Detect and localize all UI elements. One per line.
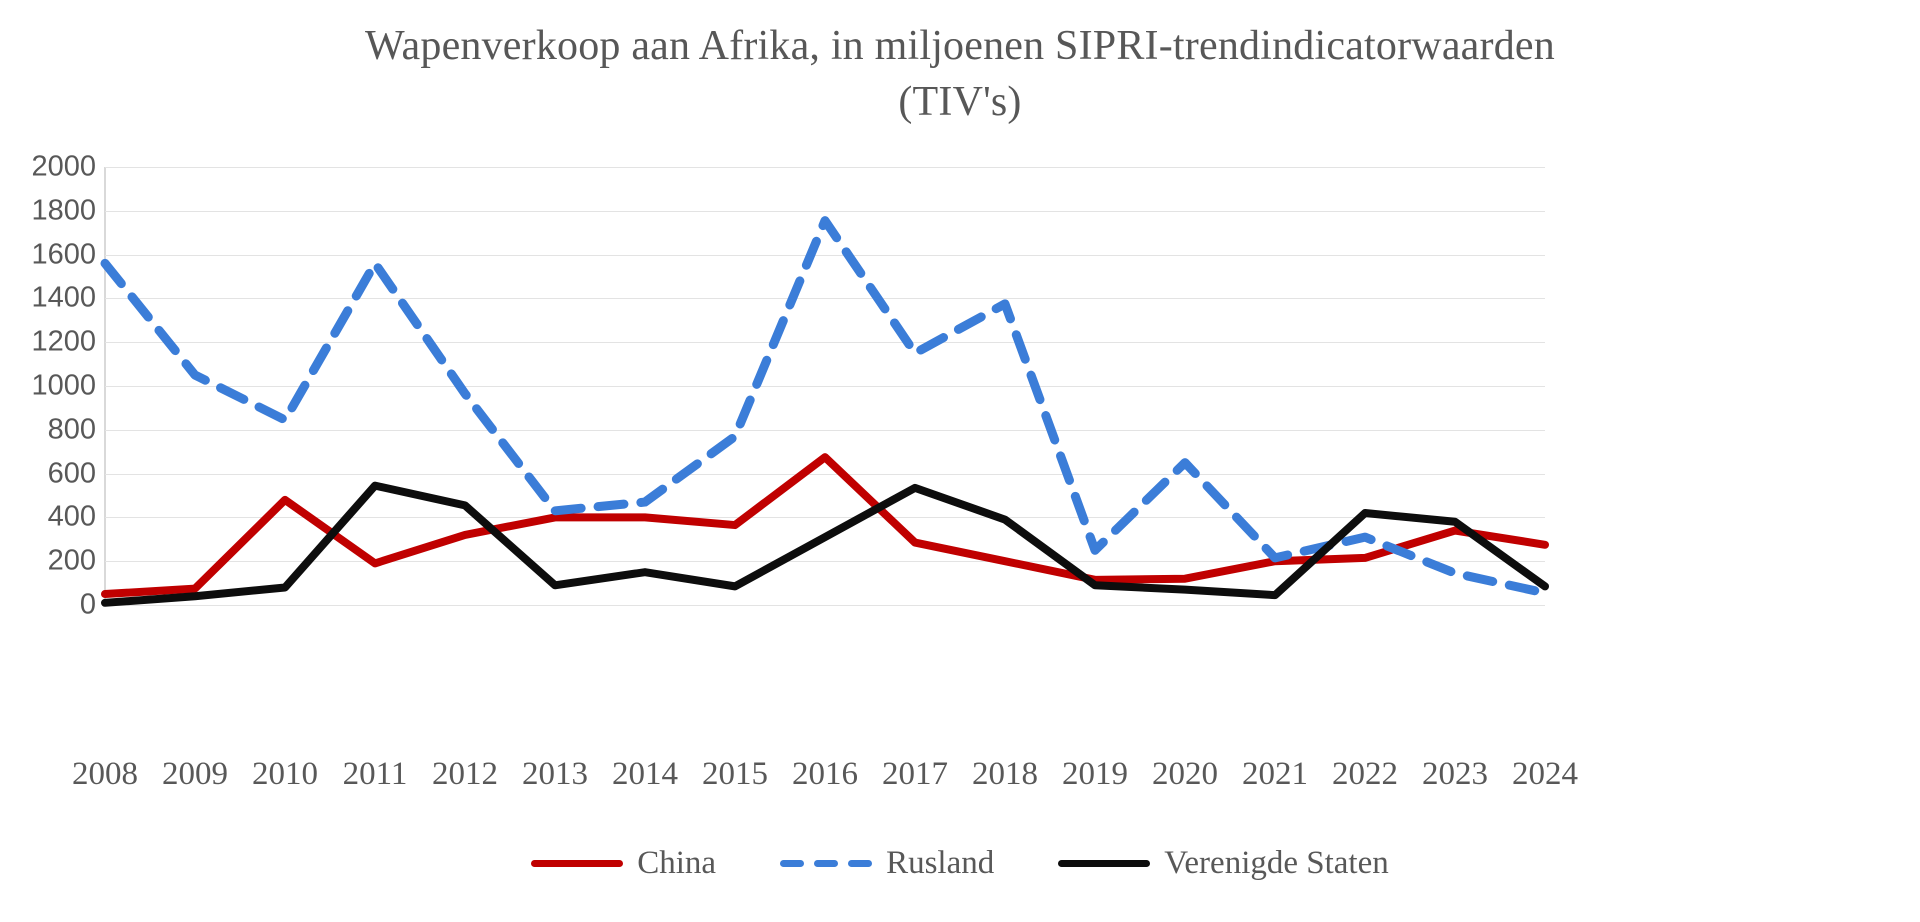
- gridline: [105, 167, 1545, 168]
- series-lines: [100, 216, 1550, 607]
- legend-item-china[interactable]: China: [531, 845, 716, 881]
- legend-label: Verenigde Staten: [1164, 845, 1389, 881]
- y-axis-tick-label: 1200: [31, 325, 96, 358]
- x-axis-tick-label: 2013: [522, 756, 588, 792]
- x-axis-tick-label: 2019: [1062, 756, 1128, 792]
- y-axis-tick-label: 1600: [31, 238, 96, 271]
- chart-title: Wapenverkoop aan Afrika, in miljoenen SI…: [0, 18, 1920, 130]
- x-axis-tick-label: 2014: [612, 756, 678, 792]
- legend-item-rusland[interactable]: Rusland: [780, 845, 994, 881]
- legend-swatch-icon: [780, 859, 873, 867]
- x-axis-tick-label: 2024: [1512, 756, 1578, 792]
- y-axis-tick-label: 2000: [31, 150, 96, 183]
- y-axis-tick-label: 1800: [31, 194, 96, 227]
- y-axis-tick-label: 800: [47, 413, 96, 446]
- series-line-china: [101, 453, 1549, 599]
- chart-legend: China Rusland Verenigde Staten: [0, 845, 1920, 881]
- x-axis-tick-label: 2016: [792, 756, 858, 792]
- gridline: [105, 386, 1545, 387]
- x-axis-tick-label: 2010: [252, 756, 318, 792]
- x-axis-tick-label: 2018: [972, 756, 1038, 792]
- x-axis-tick-label: 2012: [432, 756, 498, 792]
- chart-title-line-1: Wapenverkoop aan Afrika, in miljoenen SI…: [365, 23, 1555, 69]
- legend-swatch-icon: [531, 859, 624, 867]
- series-line-verenigde-staten: [101, 481, 1549, 607]
- x-axis-tick-label: 2011: [342, 756, 408, 792]
- x-axis-tick-label: 2017: [882, 756, 948, 792]
- gridline: [105, 561, 1545, 563]
- series-line-rusland: [100, 216, 1550, 598]
- y-axis-tick-label: 200: [47, 544, 96, 577]
- legend-label: Rusland: [886, 845, 995, 881]
- y-axis-tick-label: 400: [47, 500, 96, 533]
- gridline: [105, 254, 1545, 256]
- y-axis-tick-label: 600: [47, 457, 96, 490]
- x-axis-tick-label: 2021: [1242, 756, 1308, 792]
- y-axis-labels: 0 200 400 600 800 1000 1200 1400 1600 1800 2000: [0, 152, 96, 619]
- legend-label: China: [637, 845, 717, 881]
- x-axis-tick-label: 2008: [72, 756, 138, 792]
- gridline: [105, 298, 1545, 300]
- gridline: [105, 605, 1545, 606]
- gridline: [105, 517, 1545, 519]
- y-axis-tick-label: 0: [79, 588, 96, 621]
- gridline: [105, 473, 1545, 475]
- legend-item-verenigde-staten[interactable]: Verenigde Staten: [1058, 845, 1389, 881]
- gridline: [105, 210, 1545, 212]
- x-axis-labels: 2008 2009 2010 2011 2012 2013 2014 2015 2016 2017…: [72, 755, 1578, 799]
- x-axis-tick-label: 2022: [1332, 756, 1398, 792]
- chart-title-line-2: (TIV's): [898, 79, 1022, 125]
- legend-swatch-icon: [1058, 859, 1151, 867]
- x-axis-tick-label: 2023: [1422, 756, 1488, 792]
- gridline: [105, 342, 1545, 344]
- plot-area: [100, 167, 1550, 607]
- gridline: [105, 429, 1545, 431]
- x-axis-tick-label: 2009: [162, 756, 228, 792]
- y-axis-tick-label: 1000: [31, 369, 96, 402]
- y-axis-tick-label: 1400: [31, 281, 96, 314]
- x-axis-tick-label: 2020: [1152, 756, 1218, 792]
- x-axis-tick-label: 2015: [702, 756, 768, 792]
